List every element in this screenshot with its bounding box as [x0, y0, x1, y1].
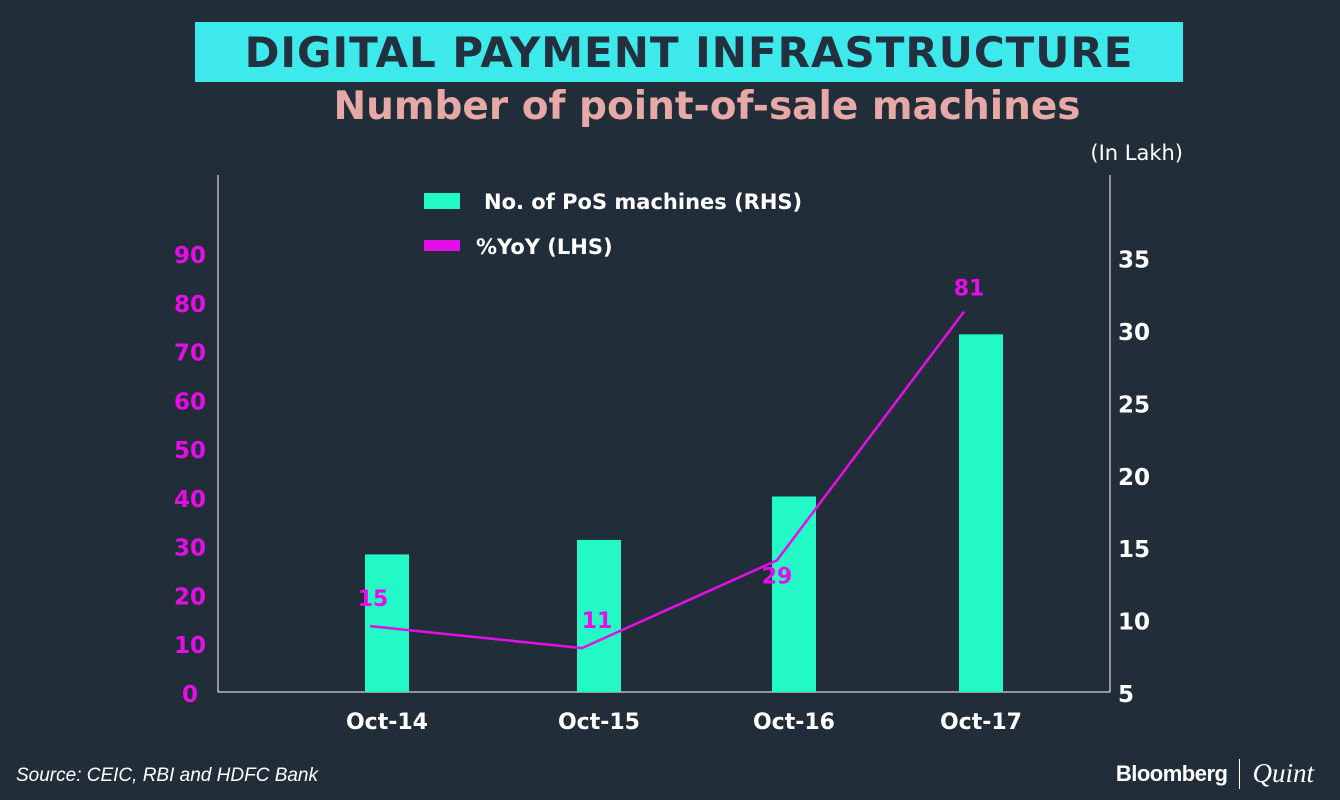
chart-subtitle: Number of point-of-sale machines — [333, 84, 1081, 129]
left-tick-label: 30 — [174, 536, 206, 562]
left-tick-label: 0 — [182, 682, 198, 708]
left-tick-label: 90 — [174, 243, 206, 269]
right-tick-label: 25 — [1118, 392, 1150, 418]
left-tick-label: 10 — [174, 633, 206, 659]
left-tick-label: 20 — [174, 584, 206, 610]
legend-line-swatch — [424, 240, 460, 251]
right-tick-label: 15 — [1118, 537, 1150, 563]
legend-bar-label: No. of PoS machines (RHS) — [484, 190, 802, 214]
yoy-data-label: 11 — [582, 609, 613, 634]
yoy-line — [369, 310, 965, 650]
legend-bar-swatch — [424, 193, 460, 209]
chart-svg: 0 10 20 30 40 50 60 70 80 90 5 10 15 20 25 30 35 (In Lakh… — [174, 141, 1183, 735]
right-axis-unit-label: (In Lakh) — [1090, 141, 1183, 165]
chart-title: DIGITAL PAYMENT INFRASTRUCTURE — [244, 27, 1134, 77]
left-tick-label: 50 — [174, 438, 206, 464]
right-tick-label: 30 — [1118, 320, 1150, 346]
source-note: Source: CEIC, RBI and HDFC Bank — [16, 765, 318, 786]
yoy-data-label: 15 — [358, 587, 389, 612]
right-tick-label: 20 — [1118, 465, 1150, 491]
title-banner: DIGITAL PAYMENT INFRASTRUCTURE — [195, 22, 1183, 82]
right-tick-label: 10 — [1118, 610, 1150, 636]
x-tick-label: Oct-14 — [346, 710, 428, 735]
legend-line-label: %YoY (LHS) — [476, 235, 613, 259]
quint-wordmark: Quint — [1252, 758, 1314, 788]
yoy-data-label: 29 — [762, 564, 793, 589]
x-tick-label: Oct-15 — [558, 710, 640, 735]
yoy-data-label: 81 — [954, 277, 985, 302]
brand-divider — [1239, 758, 1241, 789]
x-tick-label: Oct-16 — [753, 710, 835, 735]
pos-machines-bar — [365, 554, 409, 692]
bloomberg-wordmark: Bloomberg — [1115, 760, 1228, 786]
x-tick-label: Oct-17 — [940, 710, 1022, 735]
left-tick-label: 80 — [174, 292, 206, 318]
left-tick-label: 40 — [174, 487, 206, 513]
pos-machines-bar — [959, 334, 1003, 692]
pos-machines-bar — [577, 539, 621, 692]
right-tick-label: 35 — [1118, 248, 1150, 274]
left-tick-label: 60 — [174, 389, 206, 415]
brand-logo: Bloomberg Quint — [1116, 758, 1314, 789]
pos-machines-bar — [772, 496, 816, 692]
left-tick-label: 70 — [174, 341, 206, 367]
right-tick-label: 5 — [1118, 682, 1134, 708]
